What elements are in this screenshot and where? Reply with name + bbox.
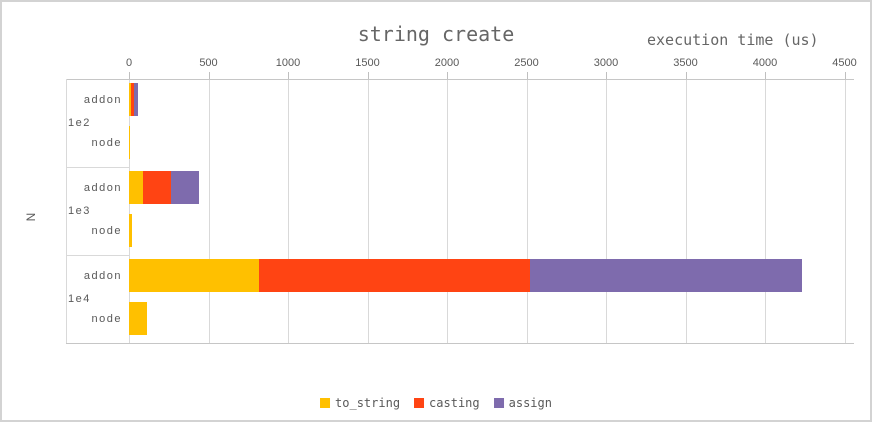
tick-label-0: 0 (125, 57, 133, 69)
tick-label-1000: 1000 (275, 57, 301, 69)
tick-label-2000: 2000 (434, 57, 460, 69)
tick-mark-3000 (606, 72, 607, 79)
tick-label-4500: 4500 (832, 57, 857, 69)
tick-mark-4000 (765, 72, 766, 79)
category-label-1e4-node: node (91, 312, 122, 325)
gridline-1500 (367, 79, 369, 343)
legend-item-assign: assign (493, 396, 552, 410)
tick-mark-2000 (447, 72, 448, 79)
gridline-500 (208, 79, 210, 343)
legend-label-assign: assign (508, 396, 552, 410)
axis-line-top (66, 79, 854, 80)
tick-mark-1500 (367, 72, 369, 79)
tick-mark-2500 (526, 72, 528, 79)
group-label-1e3: 1e3 (68, 205, 91, 217)
group-separator (66, 167, 129, 168)
bar-1e4-addon-to_string (129, 259, 260, 292)
axis-line-bottom (66, 343, 854, 344)
tick-label-4000: 4000 (752, 57, 778, 69)
tick-mark-500 (208, 72, 210, 79)
bar-1e2-node-to_string (129, 126, 130, 159)
x-axis-title: execution time (us) (647, 31, 819, 49)
category-gutter-line (66, 79, 67, 343)
tick-label-3000: 3000 (593, 57, 619, 69)
gridline-3500 (685, 79, 687, 343)
gridline-2500 (526, 79, 528, 343)
legend-swatch-assign (493, 398, 504, 408)
category-label-1e3-node: node (91, 224, 122, 237)
y-axis-label: N (24, 212, 38, 222)
legend-swatch-casting (414, 398, 425, 408)
bar-1e2-addon-to_string (129, 83, 131, 116)
bar-1e3-addon-casting (143, 171, 172, 204)
legend-label-to_string: to_string (335, 396, 401, 410)
tick-label-3500: 3500 (673, 57, 698, 69)
tick-mark-3500 (685, 72, 687, 79)
gridline-4500 (844, 79, 846, 343)
bar-1e4-addon-casting (259, 259, 530, 292)
legend: to_string casting assign (320, 396, 552, 410)
category-label-1e3-addon: addon (83, 181, 122, 194)
legend-swatch-to_string (320, 398, 331, 408)
legend-label-casting: casting (429, 396, 480, 410)
bar-1e2-addon-assign (133, 83, 138, 116)
group-label-1e4: 1e4 (68, 293, 91, 305)
gridline-1000 (288, 79, 289, 343)
chart-title: string create (357, 22, 515, 46)
bar-1e4-node-to_string (129, 302, 148, 335)
category-label-1e2-addon: addon (83, 93, 122, 106)
gridline-4000 (765, 79, 766, 343)
group-label-1e2: 1e2 (68, 117, 91, 129)
tick-mark-1000 (288, 72, 289, 79)
tick-mark-0 (129, 72, 130, 79)
tick-label-2500: 2500 (514, 57, 539, 69)
bar-1e3-addon-assign (171, 171, 199, 204)
legend-item-casting: casting (414, 396, 480, 410)
bar-1e2-addon-casting (130, 83, 134, 116)
category-label-1e4-addon: addon (83, 269, 122, 282)
tick-label-500: 500 (199, 57, 218, 69)
bar-1e4-addon-assign (529, 259, 802, 292)
gridline-0 (129, 79, 130, 343)
bar-1e3-node-to_string (129, 214, 133, 247)
bar-1e3-addon-to_string (129, 171, 144, 204)
group-separator (66, 255, 129, 256)
tick-mark-4500 (844, 72, 846, 79)
category-label-1e2-node: node (91, 136, 122, 149)
tick-label-1500: 1500 (355, 57, 380, 69)
gridline-2000 (447, 79, 448, 343)
legend-item-to_string: to_string (320, 396, 400, 410)
gridline-3000 (606, 79, 607, 343)
